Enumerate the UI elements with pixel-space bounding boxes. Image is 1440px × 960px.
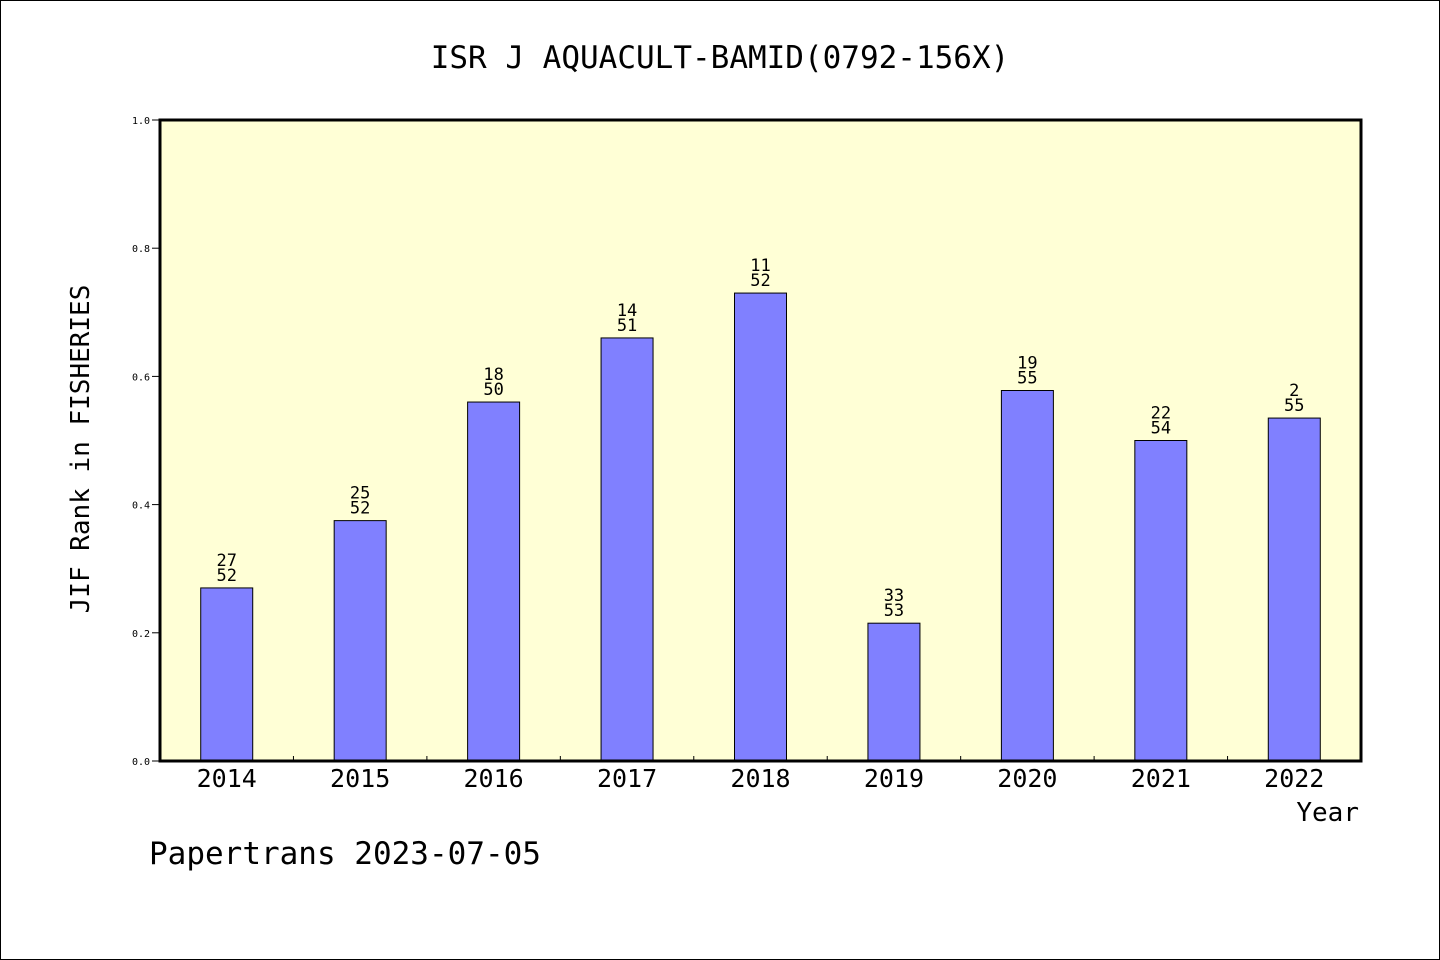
x-tick-label-2016: 2016 — [464, 764, 524, 793]
x-tick-label-2019: 2019 — [864, 764, 924, 793]
y-tick-label-0.6: 0.6 — [132, 372, 150, 383]
plot-frame — [158, 118, 1363, 763]
y-tick-label-0.2: 0.2 — [132, 629, 150, 640]
bar-2018 — [734, 292, 787, 762]
x-tick-label-2020: 2020 — [997, 764, 1057, 793]
data-label-rank-2014: 27 — [216, 551, 236, 571]
x-tick-label-2014: 2014 — [197, 764, 257, 793]
bar-2021 — [1134, 440, 1188, 762]
data-label-total-2019: 53 — [884, 601, 904, 621]
data-label-total-2014: 52 — [216, 566, 236, 586]
x-tick-label-2015: 2015 — [330, 764, 390, 793]
data-label-total-2015: 52 — [350, 499, 370, 519]
bars-layer — [200, 292, 1321, 762]
data-label-rank-2015: 25 — [350, 484, 370, 504]
data-label-rank-2020: 19 — [1017, 354, 1037, 374]
bar-2022 — [1267, 417, 1321, 762]
data-label-total-2018: 52 — [750, 271, 770, 291]
x-tick-label-2017: 2017 — [597, 764, 657, 793]
footer-credit: Papertrans 2023-07-05 — [149, 836, 541, 872]
bar-2016 — [467, 401, 521, 762]
bar-2019 — [867, 622, 921, 762]
x-axis: 2014 2015 2016 2017 2018 2019 2020 2021 2022 — [197, 756, 1324, 793]
x-axis-label: Year — [1296, 798, 1359, 828]
data-label-total-2020: 55 — [1017, 369, 1037, 389]
data-label-rank-2021: 22 — [1151, 404, 1171, 424]
y-tick-label-0.0: 0.0 — [132, 757, 150, 768]
data-label-rank-2016: 18 — [483, 365, 503, 385]
y-axis: 0.0 0.2 0.4 0.6 0.8 1.0 — [132, 116, 160, 768]
bar-2017 — [600, 337, 654, 762]
bar-2014 — [200, 587, 254, 762]
data-label-total-2021: 54 — [1151, 419, 1171, 439]
y-tick-label-1.0: 1.0 — [132, 116, 150, 127]
data-label-rank-2017: 14 — [617, 301, 637, 321]
chart-title: ISR J AQUACULT-BAMID(0792-156X) — [431, 40, 1010, 76]
data-label-rank-2018: 11 — [750, 256, 770, 276]
data-label-total-2022: 55 — [1284, 396, 1304, 416]
x-tick-label-2018: 2018 — [730, 764, 790, 793]
x-tick-label-2022: 2022 — [1264, 764, 1324, 793]
y-tick-label-0.4: 0.4 — [132, 501, 150, 512]
x-tick-label-2021: 2021 — [1131, 764, 1191, 793]
bar-2015 — [333, 520, 387, 762]
data-label-rank-2022: 2 — [1289, 381, 1299, 401]
y-tick-label-0.8: 0.8 — [132, 244, 150, 255]
data-label-total-2017: 51 — [617, 316, 637, 336]
data-label-total-2016: 50 — [483, 380, 503, 400]
y-axis-label: JIF Rank in FISHERIES — [66, 285, 96, 614]
data-label-rank-2019: 33 — [884, 586, 904, 606]
bar-2020 — [1000, 390, 1054, 762]
